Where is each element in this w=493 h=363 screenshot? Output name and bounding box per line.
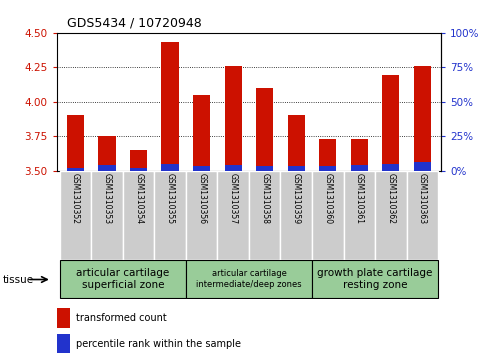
- Bar: [351, 165, 368, 171]
- Bar: [319, 139, 336, 171]
- Bar: [281, 171, 312, 260]
- Bar: [287, 115, 305, 171]
- Text: tissue: tissue: [2, 274, 34, 285]
- Bar: [407, 171, 438, 260]
- Text: GSM1310355: GSM1310355: [166, 173, 175, 224]
- Text: articular cartilage
superficial zone: articular cartilage superficial zone: [76, 268, 170, 290]
- Bar: [60, 260, 186, 298]
- Bar: [162, 164, 179, 171]
- Bar: [312, 260, 438, 298]
- Bar: [287, 167, 305, 171]
- Text: GDS5434 / 10720948: GDS5434 / 10720948: [67, 16, 201, 29]
- Bar: [375, 171, 407, 260]
- Bar: [319, 167, 336, 171]
- Bar: [414, 66, 431, 171]
- Bar: [130, 168, 147, 171]
- Text: transformed count: transformed count: [76, 313, 167, 323]
- Bar: [186, 260, 312, 298]
- Bar: [256, 88, 274, 171]
- Bar: [217, 171, 249, 260]
- Text: GSM1310358: GSM1310358: [260, 173, 269, 224]
- Bar: [67, 168, 84, 171]
- Bar: [99, 165, 116, 171]
- Bar: [249, 171, 281, 260]
- Bar: [123, 171, 154, 260]
- Text: GSM1310361: GSM1310361: [355, 173, 364, 224]
- Bar: [224, 66, 242, 171]
- Text: GSM1310360: GSM1310360: [323, 173, 332, 224]
- Bar: [312, 171, 344, 260]
- Text: GSM1310354: GSM1310354: [134, 173, 143, 224]
- Bar: [60, 171, 91, 260]
- Text: articular cartilage
intermediate/deep zones: articular cartilage intermediate/deep zo…: [196, 269, 302, 289]
- Text: GSM1310362: GSM1310362: [387, 173, 395, 224]
- Text: GSM1310359: GSM1310359: [292, 173, 301, 224]
- Bar: [193, 167, 211, 171]
- Bar: [99, 136, 116, 171]
- Text: GSM1310352: GSM1310352: [71, 173, 80, 224]
- Bar: [414, 162, 431, 171]
- Bar: [344, 171, 375, 260]
- Bar: [224, 165, 242, 171]
- Text: growth plate cartilage
resting zone: growth plate cartilage resting zone: [317, 268, 433, 290]
- Text: percentile rank within the sample: percentile rank within the sample: [76, 339, 241, 348]
- Text: GSM1310356: GSM1310356: [197, 173, 206, 224]
- Bar: [382, 164, 399, 171]
- Bar: [57, 309, 70, 328]
- Bar: [186, 171, 217, 260]
- Bar: [193, 95, 211, 171]
- Text: GSM1310353: GSM1310353: [103, 173, 111, 224]
- Bar: [67, 115, 84, 171]
- Text: GSM1310357: GSM1310357: [229, 173, 238, 224]
- Text: GSM1310363: GSM1310363: [418, 173, 427, 224]
- Bar: [130, 150, 147, 171]
- Bar: [382, 76, 399, 171]
- Bar: [351, 139, 368, 171]
- Bar: [91, 171, 123, 260]
- Bar: [57, 334, 70, 353]
- Bar: [154, 171, 186, 260]
- Bar: [162, 42, 179, 171]
- Bar: [256, 167, 274, 171]
